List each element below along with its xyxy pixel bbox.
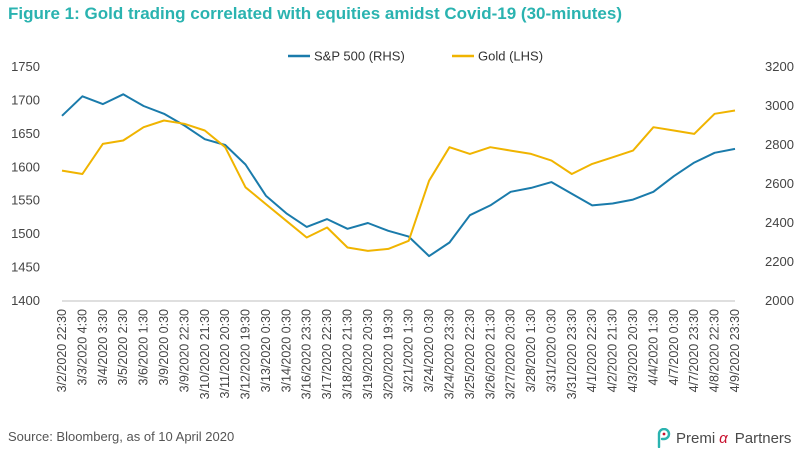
x-tick-label: 3/12/2020 19:30	[239, 309, 253, 399]
x-tick-label: 3/31/2020 0:30	[544, 309, 558, 392]
y-left-tick-label: 1450	[11, 260, 40, 275]
x-tick-label: 3/5/2020 2:30	[116, 309, 130, 386]
y-right-tick-label: 3000	[765, 98, 794, 113]
brand-name-part2: Partners	[734, 429, 792, 447]
y-right-tick-label: 2800	[765, 137, 794, 152]
x-tick-label: 4/3/2020 20:30	[626, 309, 640, 392]
brand-logo: Premi α Partners	[656, 426, 791, 450]
x-tick-label: 4/2/2020 21:30	[606, 309, 620, 392]
x-tick-label: 4/7/2020 23:30	[687, 309, 701, 392]
y-left-tick-label: 1750	[11, 59, 40, 74]
y-left-tick-label: 1500	[11, 226, 40, 241]
x-tick-label: 3/31/2020 23:30	[565, 309, 579, 399]
x-tick-label: 3/24/2020 0:30	[422, 309, 436, 392]
x-tick-label: 4/4/2020 1:30	[646, 309, 660, 386]
y-right-tick-label: 2000	[765, 293, 794, 308]
x-tick-label: 4/1/2020 22:30	[585, 309, 599, 392]
x-tick-label: 3/14/2020 0:30	[279, 309, 293, 392]
x-tick-label: 3/4/2020 3:30	[96, 309, 110, 386]
y-left-tick-label: 1700	[11, 92, 40, 107]
brand-name-part1: Premi	[676, 429, 716, 447]
x-tick-label: 3/27/2020 20:30	[504, 309, 518, 399]
x-tick-label: 3/21/2020 1:30	[402, 309, 416, 392]
x-tick-label: 3/19/2020 20:30	[361, 309, 375, 399]
y-right-tick-label: 3200	[765, 59, 794, 74]
y-right-tick-label: 2600	[765, 176, 794, 191]
x-tick-label: 3/3/2020 4:30	[75, 309, 89, 386]
brand-name-alpha: α	[719, 429, 728, 447]
x-tick-label: 3/18/2020 21:30	[341, 309, 355, 399]
chart-title: Figure 1: Gold trading correlated with e…	[8, 4, 622, 23]
y-right-tick-label: 2200	[765, 254, 794, 269]
x-tick-label: 3/11/2020 20:30	[218, 309, 232, 398]
source-note: Source: Bloomberg, as of 10 April 2020	[8, 429, 235, 444]
y-right-tick-label: 2400	[765, 215, 794, 230]
x-tick-label: 3/28/2020 1:30	[524, 309, 538, 392]
x-tick-label: 4/7/2020 0:30	[667, 309, 681, 386]
y-left-tick-label: 1600	[11, 159, 40, 174]
x-tick-label: 3/9/2020 0:30	[157, 309, 171, 386]
x-tick-label: 3/13/2020 0:30	[259, 309, 273, 392]
x-tick-label: 3/24/2020 23:30	[442, 309, 456, 399]
series-line	[61, 109, 736, 252]
x-tick-label: 3/20/2020 19:30	[381, 309, 395, 399]
x-tick-label: 3/25/2020 22:30	[463, 309, 477, 399]
y-left-tick-label: 1400	[11, 293, 40, 308]
y-left-tick-label: 1550	[11, 193, 40, 208]
y-left-tick-label: 1650	[11, 126, 40, 141]
x-tick-label: 3/9/2020 22:30	[177, 309, 191, 392]
series-line	[61, 93, 736, 258]
x-tick-label: 3/6/2020 1:30	[137, 309, 151, 386]
x-tick-label: 3/10/2020 21:30	[198, 309, 212, 399]
premia-logo-icon	[657, 428, 671, 448]
x-tick-label: 4/9/2020 23:30	[728, 309, 742, 392]
legend-label: Gold (LHS)	[478, 49, 543, 64]
x-tick-label: 3/2/2020 22:30	[55, 309, 69, 392]
x-tick-label: 3/16/2020 23:30	[300, 309, 314, 399]
x-tick-label: 3/26/2020 21:30	[483, 309, 497, 399]
x-tick-label: 3/17/2020 22:30	[320, 309, 334, 399]
x-tick-label: 4/8/2020 22:30	[708, 309, 722, 392]
legend-label: S&P 500 (RHS)	[314, 49, 405, 64]
